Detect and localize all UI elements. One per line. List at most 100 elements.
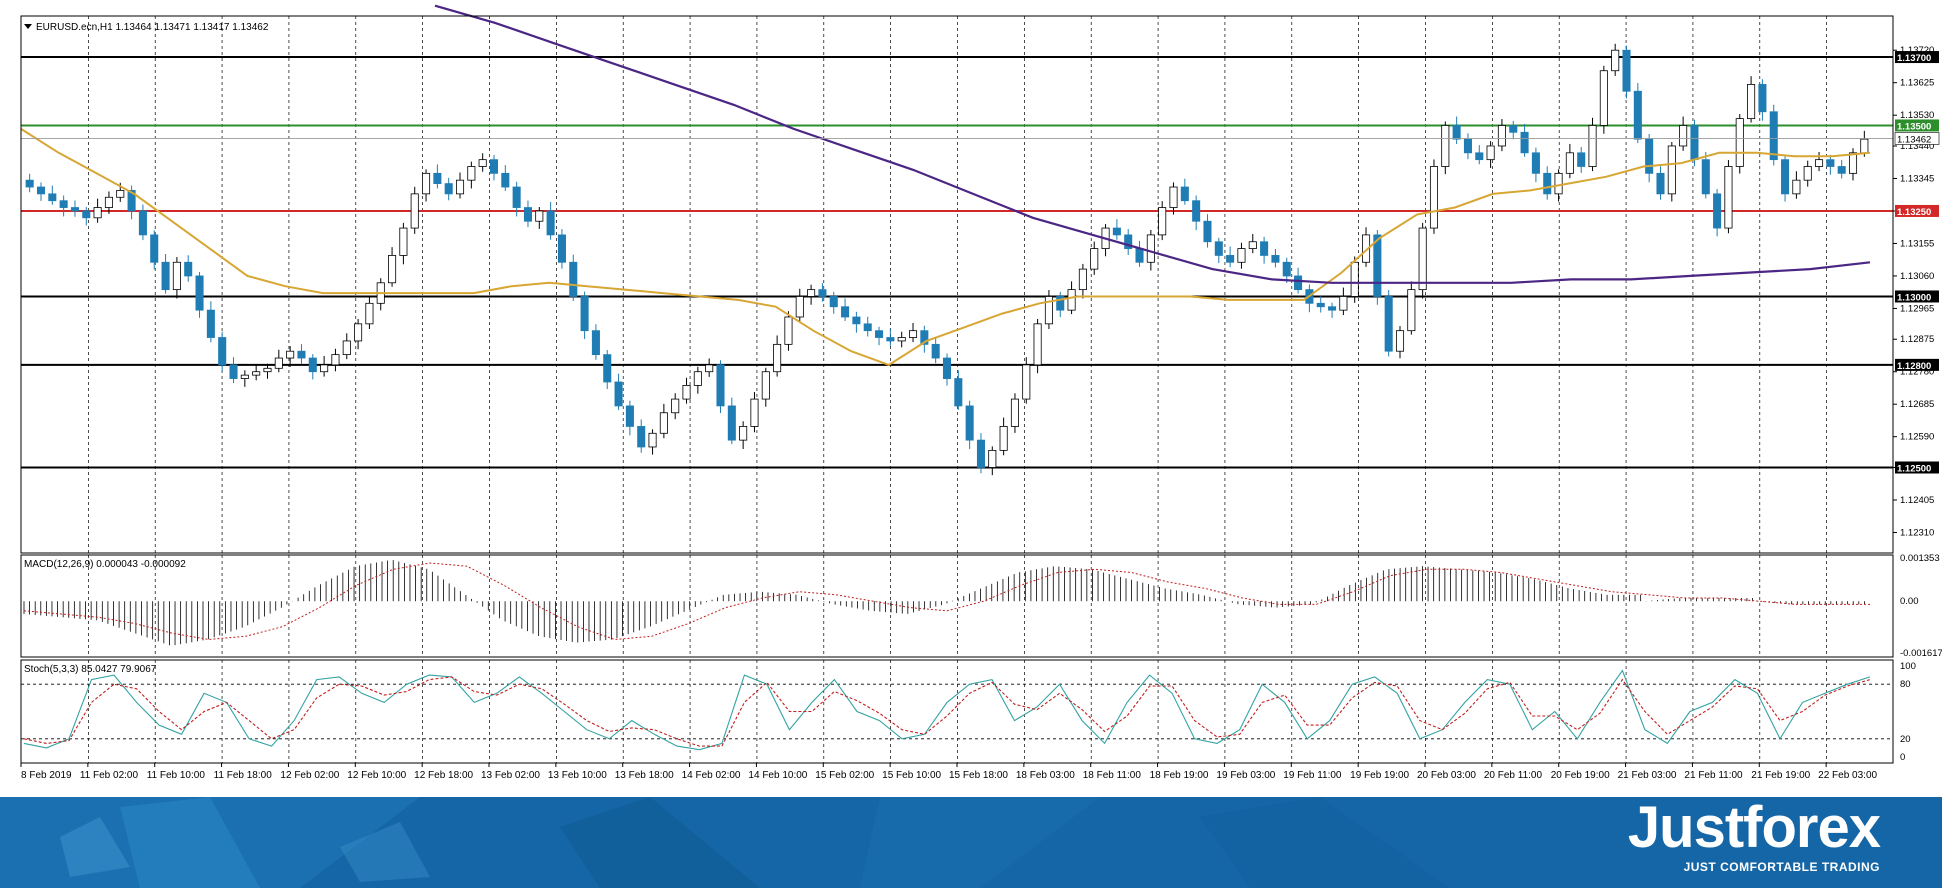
candle [603,354,612,383]
candle [252,371,261,376]
candle [875,330,884,338]
candle [818,289,827,297]
footer-banner [0,797,1942,888]
candle [1860,138,1869,154]
x-tick-label: 15 Feb 10:00 [882,770,941,781]
candle [1282,261,1291,277]
candle [48,193,57,202]
candle [1158,207,1167,236]
candle [410,193,419,229]
candle [1792,179,1801,195]
candle [1294,275,1303,291]
candle [761,371,770,400]
candle [931,343,940,359]
candle [1214,241,1223,256]
candle [184,261,193,277]
candle [59,200,68,208]
stoch-y-label: 80 [1900,679,1911,690]
candle [25,179,34,188]
candle [195,275,204,311]
candle [546,210,555,236]
candle [886,337,895,342]
candle [1848,152,1858,174]
stoch-y-label: 0 [1900,752,1905,763]
brand-tagline: JUST COMFORTABLE TRADING [1683,860,1880,874]
chart-canvas[interactable]: 8 Feb 2019 11 Feb 02:00 11 Feb 10:00 11 Feb… [0,0,1942,797]
candle [116,190,125,198]
candle [693,371,702,386]
candle [331,354,340,366]
level-label: 1.13250 [1897,207,1931,218]
candle [104,196,113,208]
candle [1803,166,1812,181]
ema-slow-line [434,4,1871,284]
candle [1395,330,1405,352]
x-tick-label: 20 Feb 03:00 [1417,770,1476,781]
candle [467,166,476,181]
candle [354,323,363,342]
macd-y-label: 0.001353 [1900,553,1940,564]
x-tick-label: 18 Feb 03:00 [1016,770,1075,781]
candle [1588,125,1597,167]
x-tick-label: 19 Feb 11:00 [1283,770,1342,781]
candle [988,449,997,468]
candle [206,309,215,338]
stoch-signal-line [23,676,1871,747]
candle [1701,159,1710,195]
candle [580,296,589,332]
y-tick-label: 1.12780 [1900,367,1934,378]
x-tick-label: 20 Feb 19:00 [1551,770,1610,781]
macd-signal-line [23,562,1870,641]
x-tick-label: 12 Feb 10:00 [347,770,406,781]
candle [150,234,159,263]
level-label-bg [1895,204,1939,217]
candle [70,207,79,212]
candle [1339,296,1348,311]
x-tick-label: 12 Feb 18:00 [414,770,473,781]
level-label-bg [1895,290,1939,303]
candle [829,296,838,308]
candle [863,323,872,332]
pane-frame-1 [20,15,1894,554]
candle [637,426,646,448]
x-tick-label: 18 Feb 19:00 [1150,770,1209,781]
candle [1554,172,1563,195]
candle [1565,152,1574,174]
candle [1203,220,1212,243]
pane-frame-2 [20,554,1894,658]
candle [1520,131,1529,154]
candle [1577,152,1586,167]
vertical-grid [88,16,1827,763]
candle [1192,200,1201,222]
candle [750,398,759,427]
stoch-title: Stoch(5,3,3) 85.0427 79.9067 [24,664,157,675]
level-label: 1.13500 [1897,121,1931,132]
candle [1633,90,1642,140]
candle [1135,248,1144,263]
candle [807,289,816,297]
macd-y-label: -0.001617 [1900,648,1942,659]
y-tick-label: 1.12310 [1900,527,1934,538]
macd-title: MACD(12,26,9) 0.000043 -0.000092 [24,559,186,570]
candle [1429,166,1439,229]
x-tick-label: 15 Feb 18:00 [949,770,1008,781]
candle [1622,49,1631,92]
macd-y-label: 0.00 [1900,596,1919,607]
candle [841,306,850,318]
axes: 8 Feb 2019 11 Feb 02:00 11 Feb 10:00 11 Feb… [20,15,1942,781]
candle [1384,296,1393,352]
x-tick-label: 11 Feb 18:00 [214,770,273,781]
candle [705,364,714,373]
stoch-y-label: 20 [1900,734,1911,745]
candle [1441,125,1450,167]
candle [1724,166,1733,229]
x-tick-label: 14 Feb 10:00 [748,770,807,781]
candle [1758,84,1767,113]
candle [920,330,929,345]
x-tick-label: 20 Feb 11:00 [1484,770,1543,781]
x-tick-label: 18 Feb 11:00 [1083,770,1142,781]
candle [1056,296,1065,311]
stoch-main-line [23,669,1871,751]
candle [591,330,600,356]
